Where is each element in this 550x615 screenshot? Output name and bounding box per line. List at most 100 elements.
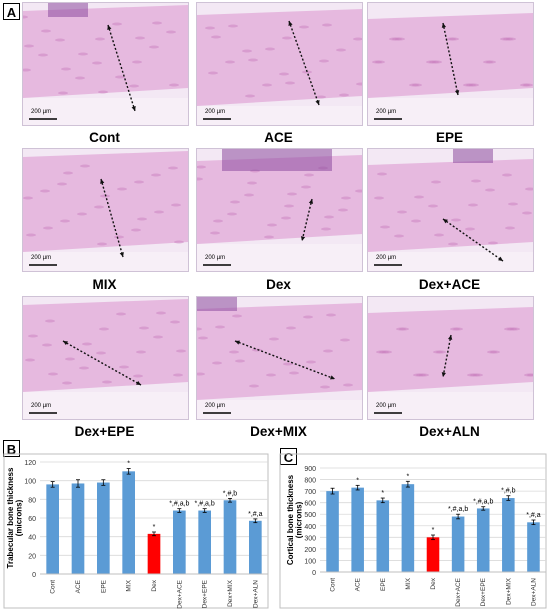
significance-label: *,#,a,b [195, 501, 215, 508]
significance-label: * [153, 524, 156, 531]
panel-a-letter: A [3, 3, 20, 20]
bar [122, 471, 135, 574]
significance-label: *,#,a,b [448, 506, 468, 513]
micrograph-dex: 200 µm [196, 148, 363, 272]
arrowhead [448, 335, 453, 340]
micrograph-caption: Dex+MIX [250, 424, 307, 439]
y-tick-label: 300 [304, 535, 316, 542]
y-tick-label: 200 [304, 547, 316, 554]
micrograph-tissue-drawing [23, 151, 188, 271]
bar [502, 498, 515, 572]
arrowhead [136, 380, 141, 385]
scale-bar-label: 200 µm [376, 255, 397, 261]
y-axis-label: Cortical bone thickness(microns) [286, 474, 304, 565]
bar [198, 510, 211, 574]
x-tick-label: Dex+EPE [202, 579, 209, 608]
micrograph-tissue-drawing [23, 299, 188, 419]
significance-label: *,#,a,b [169, 501, 189, 508]
scale-bar-label: 200 µm [376, 109, 397, 115]
bar [476, 508, 490, 572]
y-tick-label: 700 [304, 489, 316, 496]
x-tick-label: Dex+ACE [455, 577, 462, 606]
bar [97, 482, 110, 574]
x-tick-label: Dex+MIX [227, 579, 234, 607]
micrograph-dex-aln: 200 µm [367, 296, 534, 420]
y-tick-label: 900 [304, 466, 316, 473]
y-tick-label: 100 [24, 479, 36, 486]
arrowhead [498, 256, 503, 261]
y-tick-label: 800 [304, 478, 316, 485]
x-tick-label: ACE [355, 577, 362, 591]
bar [223, 500, 237, 574]
micrograph-caption: Dex+EPE [74, 424, 135, 439]
thickness-arrow [288, 20, 320, 106]
micrograph-tissue-drawing [368, 307, 533, 419]
scale-bar-label: 200 µm [205, 109, 226, 115]
bar [46, 484, 59, 574]
micrograph-caption: ACE [264, 130, 293, 145]
micrograph-epe: 200 µm [367, 2, 534, 126]
x-tick-label: EPE [100, 579, 107, 593]
chart-frame [279, 453, 547, 609]
bar [351, 487, 364, 572]
y-tick-label: 500 [304, 512, 316, 519]
bar [426, 537, 440, 572]
significance-label: *,#,b [223, 490, 238, 497]
x-tick-label: Dex+ALN [252, 580, 259, 608]
bar [527, 522, 540, 572]
x-tick-label: Dex [151, 579, 158, 591]
y-tick-label: 600 [304, 501, 316, 508]
chart-frame [3, 453, 269, 609]
bar [326, 491, 339, 572]
micrograph-caption: Dex+ALN [419, 424, 480, 439]
micrograph-mix: 200 µm [22, 148, 189, 272]
arrowhead [131, 106, 136, 111]
x-tick-label: MIX [126, 579, 133, 591]
x-tick-label: Dex+MIX [505, 577, 512, 605]
thickness-arrow [442, 334, 452, 378]
bar [147, 533, 161, 574]
arrowhead [454, 90, 460, 95]
arrowhead [300, 236, 306, 241]
x-tick-label: MIX [405, 577, 412, 589]
significance-label: *,#,a,b [473, 499, 493, 506]
y-tick-label: 60 [28, 516, 36, 523]
thickness-arrow [442, 22, 459, 96]
bar [173, 510, 186, 574]
significance-label: * [432, 527, 435, 534]
micrograph-tissue-drawing [197, 9, 362, 125]
arrowhead [107, 25, 112, 30]
y-tick-label: 0 [312, 570, 316, 577]
micrograph-dex-epe: 200 µm [22, 296, 189, 420]
x-tick-label: Dex+EPE [480, 577, 487, 606]
thickness-arrow [107, 24, 136, 112]
significance-label: *,#,a [526, 512, 541, 519]
significance-label: * [381, 490, 384, 497]
y-tick-label: 80 [28, 497, 36, 504]
micrograph-caption: Dex+ACE [418, 277, 481, 292]
scale-bar-label: 200 µm [31, 403, 52, 409]
x-tick-label: ACE [75, 579, 82, 593]
arrowhead [308, 199, 314, 204]
arrowhead [330, 375, 335, 380]
bar [451, 516, 465, 572]
bar [249, 520, 262, 574]
thickness-arrow [100, 178, 124, 258]
trabecular-chart: 0 20 40 60 80 100 120 Trabecular bone thickness… [0, 440, 272, 610]
y-tick-label: 40 [28, 535, 36, 542]
micrograph-cont: 200 µm [22, 2, 189, 126]
cortical-chart: 0 100 200 300 400 500 600 700 800 900 Cortical bon… [276, 440, 550, 610]
y-tick-label: 400 [304, 524, 316, 531]
significance-label: * [407, 473, 410, 480]
micrograph-caption: Dex [266, 277, 291, 292]
scale-bar-label: 200 µm [205, 255, 226, 261]
y-tick-label: 120 [24, 460, 36, 467]
x-tick-label: Cont [330, 578, 337, 592]
micrograph-dex-mix: 200 µm [196, 296, 363, 420]
bar [401, 484, 415, 572]
significance-label: *,#,b [501, 488, 516, 495]
micrograph-tissue-drawing [197, 149, 362, 271]
arrowhead [235, 340, 240, 345]
